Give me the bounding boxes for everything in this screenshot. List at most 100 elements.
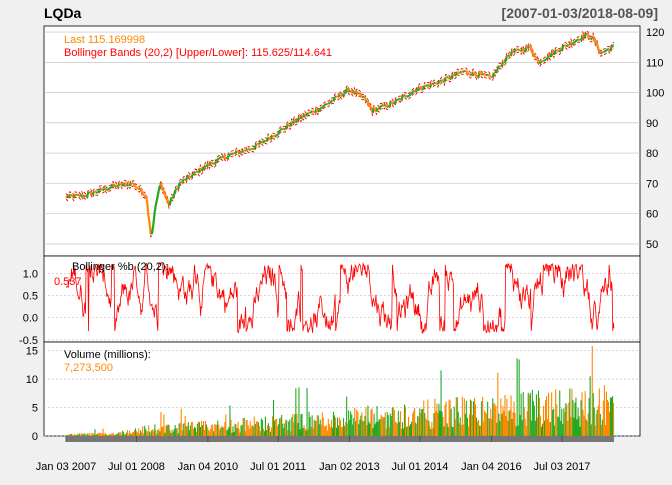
price-segment xyxy=(307,113,308,115)
volume-bar xyxy=(481,401,482,436)
volume-bar xyxy=(457,397,458,436)
volume-bar xyxy=(202,425,203,436)
volume-bar xyxy=(92,433,93,436)
volume-bar xyxy=(266,430,267,436)
price-segment xyxy=(574,42,575,43)
volume-bar xyxy=(354,408,355,436)
volume-bar xyxy=(69,435,70,436)
price-segment xyxy=(134,183,135,186)
volume-bar xyxy=(239,429,240,436)
volume-bar xyxy=(257,421,258,436)
price-segment xyxy=(243,150,244,151)
pctb-tick-label: 0.0 xyxy=(23,313,38,325)
volume-bar xyxy=(575,398,576,436)
volume-bar xyxy=(574,403,575,436)
volume-bar xyxy=(491,419,492,436)
price-segment xyxy=(606,49,607,51)
volume-bar xyxy=(361,412,362,436)
price-segment xyxy=(109,188,110,189)
volume-bar xyxy=(445,405,446,436)
price-segment xyxy=(263,141,264,143)
volume-bar xyxy=(288,422,289,437)
volume-bar xyxy=(73,435,74,436)
volume-bar xyxy=(170,430,171,436)
volume-bar xyxy=(82,434,83,436)
volume-bar xyxy=(77,433,78,436)
volume-bar xyxy=(466,401,467,436)
volume-bar xyxy=(384,417,385,436)
volume-bar xyxy=(180,423,181,436)
price-segment xyxy=(320,108,321,109)
volume-bar xyxy=(467,418,468,436)
price-segment xyxy=(318,111,319,112)
volume-value: 7,273,500 xyxy=(64,362,113,374)
volume-bar xyxy=(476,418,477,436)
volume-bar xyxy=(475,404,476,436)
price-segment xyxy=(163,190,164,191)
volume-bar xyxy=(387,412,388,436)
price-segment xyxy=(474,74,475,75)
volume-bar xyxy=(152,429,153,436)
volume-bar xyxy=(451,409,452,436)
price-segment xyxy=(161,184,162,191)
price-segment xyxy=(193,174,194,175)
volume-bar xyxy=(93,435,94,436)
price-segment xyxy=(202,170,203,172)
price-segment xyxy=(92,193,93,195)
volume-bar xyxy=(129,431,130,436)
price-segment xyxy=(319,108,320,110)
volume-bar xyxy=(220,428,221,436)
price-segment xyxy=(142,192,143,195)
volume-bar xyxy=(296,414,297,436)
volume-bar xyxy=(509,411,510,436)
x-tick-label: Jul 01 2014 xyxy=(392,461,449,473)
price-segment xyxy=(557,50,558,51)
price-segment xyxy=(597,43,598,49)
price-segment xyxy=(67,196,68,198)
volume-bar xyxy=(602,420,603,436)
volume-bar xyxy=(402,422,403,436)
volume-bar xyxy=(139,434,140,436)
volume-bar xyxy=(301,414,302,436)
volume-bar xyxy=(548,393,549,436)
volume-bar xyxy=(594,407,595,436)
volume-bar xyxy=(270,432,271,436)
price-segment xyxy=(537,59,538,61)
volume-bar xyxy=(310,417,311,436)
volume-bar xyxy=(498,414,499,436)
price-segment xyxy=(296,121,297,122)
volume-bar xyxy=(219,430,220,436)
volume-bar xyxy=(559,391,560,437)
price-segment xyxy=(514,51,515,52)
volume-bar xyxy=(213,431,214,436)
volume-bar xyxy=(154,424,155,436)
volume-bar xyxy=(241,426,242,437)
volume-bar xyxy=(607,400,608,436)
volume-bar xyxy=(243,418,244,436)
price-segment xyxy=(216,160,217,163)
volume-bar xyxy=(118,432,119,436)
price-segment xyxy=(323,105,324,107)
price-segment xyxy=(562,46,563,49)
volume-bar xyxy=(385,412,386,436)
price-segment xyxy=(473,72,474,74)
volume-bar xyxy=(247,420,248,436)
volume-bar xyxy=(164,433,165,436)
volume-bar xyxy=(340,420,341,436)
price-segment xyxy=(420,87,421,90)
price-segment xyxy=(275,136,276,137)
price-segment xyxy=(110,187,111,188)
volume-bar xyxy=(393,407,394,436)
price-segment xyxy=(467,71,468,73)
volume-bar xyxy=(119,433,120,437)
price-segment xyxy=(95,191,96,192)
volume-bar xyxy=(121,435,122,437)
volume-bar xyxy=(167,426,168,436)
price-tick-label: 50 xyxy=(646,239,658,251)
volume-bar xyxy=(273,400,274,436)
price-segment xyxy=(254,147,255,150)
volume-bar xyxy=(589,398,590,436)
volume-bar xyxy=(168,424,169,436)
volume-bar xyxy=(504,395,505,436)
volume-bar xyxy=(490,409,491,436)
